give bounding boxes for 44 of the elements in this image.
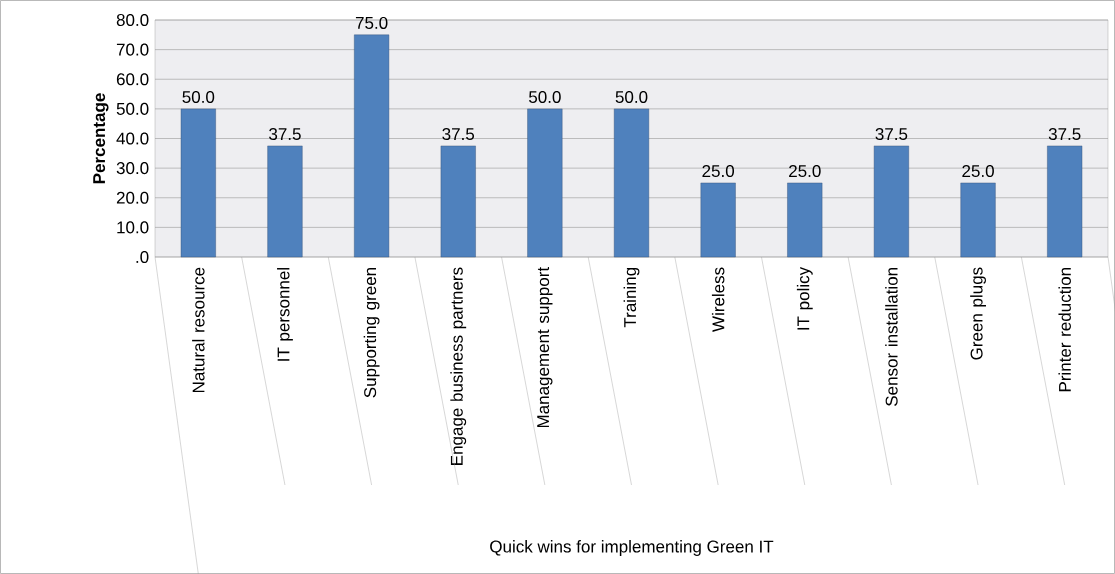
x-tick-label: Training	[623, 267, 640, 328]
y-tick-label: 30.0	[116, 162, 149, 175]
y-tick-label: 20.0	[116, 191, 149, 204]
data-label: 25.0	[702, 165, 735, 178]
bar	[873, 145, 909, 258]
y-tick-label: 70.0	[116, 43, 149, 56]
y-tick-label: 80.0	[116, 13, 149, 27]
y-tick-label: 50.0	[116, 102, 149, 115]
x-tick-label: Wireless	[711, 267, 725, 332]
data-label: 37.5	[442, 128, 475, 141]
x-tick-label: Engage business partners	[450, 267, 467, 465]
bar	[960, 182, 996, 258]
y-tick-label: .0	[136, 250, 149, 264]
bar	[180, 108, 216, 258]
data-label: 37.5	[269, 128, 301, 141]
bar	[527, 108, 563, 258]
bar	[267, 145, 303, 258]
data-label: 25.0	[962, 165, 994, 178]
x-axis-title: Quick wins for implementing Green IT	[490, 540, 774, 556]
y-axis-title: Percentage	[93, 93, 109, 184]
data-label: 37.5	[1048, 128, 1081, 141]
bar	[440, 145, 476, 258]
x-tick-label: Sensor installation	[885, 268, 898, 406]
x-tick-label: IT personnel	[277, 268, 293, 361]
bar	[613, 108, 650, 258]
data-label: 75.0	[355, 16, 388, 29]
y-tick-label: 10.0	[117, 221, 149, 234]
data-label: 50.0	[529, 90, 561, 104]
data-label: 25.0	[789, 165, 821, 178]
bar	[1047, 145, 1083, 258]
x-tick-label: Printer reduction	[1058, 268, 1071, 392]
bar	[354, 34, 390, 258]
x-tick-label: Management support	[537, 267, 553, 428]
x-tick-label: IT policy	[796, 266, 813, 330]
bar	[787, 182, 823, 258]
x-tick-label: Green plugs	[970, 267, 986, 360]
x-tick-label: Natural resource	[192, 267, 205, 393]
data-label: 50.0	[615, 90, 648, 104]
data-label: 50.0	[182, 90, 215, 104]
bar	[700, 182, 736, 258]
y-tick-label: 40.0	[116, 132, 149, 145]
y-tick-label: 60.0	[116, 73, 149, 86]
data-label: 37.5	[875, 128, 908, 141]
x-tick-label: Supporting green	[363, 268, 380, 398]
